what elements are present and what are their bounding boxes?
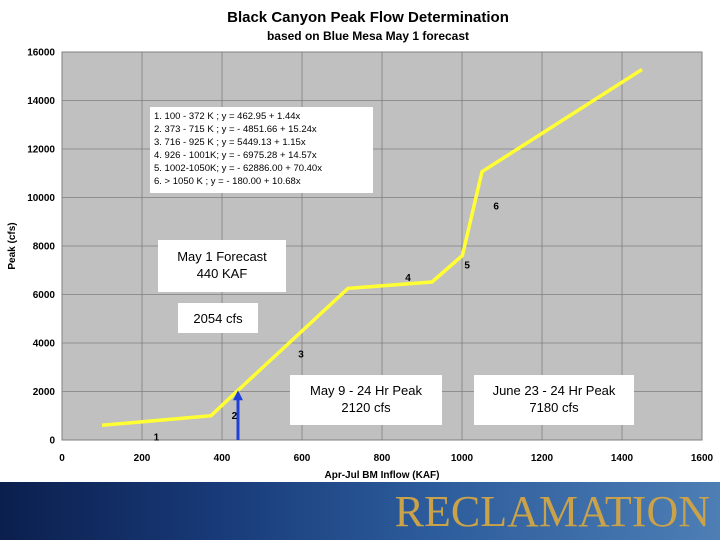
- x-tick-label: 800: [374, 453, 391, 464]
- segment-label-3: 3: [298, 350, 304, 361]
- callout-may1-forecast-line2: 440 KAF: [196, 266, 248, 281]
- x-tick-label: 200: [134, 453, 151, 464]
- y-tick-label: 6000: [33, 290, 56, 301]
- y-tick-label: 8000: [33, 242, 56, 253]
- callout-june23-peak-line2: 7180 cfs: [529, 400, 579, 415]
- segment-labels: 1 2 3 4 5 6: [154, 202, 500, 444]
- equation-6: 6. > 1050 K ; y = - 180.00 + 10.68x: [154, 176, 301, 187]
- equation-2: 2. 373 - 715 K ; y = - 4851.66 + 15.24x: [154, 124, 317, 135]
- equation-box: 1. 100 - 372 K ; y = 462.95 + 1.44x 2. 3…: [150, 107, 373, 193]
- x-axis: 0 200 400 600 800 1000 1200 1400 1600: [59, 453, 713, 464]
- equation-5: 5. 1002-1050K; y = - 62886.00 + 70.40x: [154, 163, 322, 174]
- x-tick-label: 1000: [451, 453, 474, 464]
- y-tick-label: 12000: [27, 145, 55, 156]
- brand-logo-text: RECLAMATION: [394, 487, 710, 536]
- callout-cfs-value: 2054 cfs: [193, 311, 243, 326]
- segment-label-5: 5: [464, 261, 470, 272]
- x-tick-label: 0: [59, 453, 65, 464]
- y-axis-label: Peak (cfs): [7, 222, 18, 269]
- segment-label-1: 1: [154, 433, 160, 444]
- y-tick-label: 2000: [33, 387, 56, 398]
- y-tick-label: 14000: [27, 96, 55, 107]
- x-tick-label: 400: [214, 453, 231, 464]
- y-tick-label: 10000: [27, 193, 55, 204]
- y-tick-label: 0: [49, 436, 55, 447]
- x-tick-label: 1600: [691, 453, 714, 464]
- x-tick-label: 600: [294, 453, 311, 464]
- callout-cfs: 2054 cfs: [178, 303, 258, 333]
- series-line: [101, 68, 643, 428]
- callout-june23-peak-line1: June 23 - 24 Hr Peak: [492, 383, 616, 398]
- callout-may9-peak-line2: 2120 cfs: [341, 400, 391, 415]
- chart-subtitle: based on Blue Mesa May 1 forecast: [267, 29, 469, 43]
- callout-may9-peak: May 9 - 24 Hr Peak 2120 cfs: [290, 375, 442, 425]
- x-tick-label: 1400: [611, 453, 634, 464]
- segment-label-4: 4: [405, 273, 411, 284]
- y-tick-label: 16000: [27, 48, 55, 59]
- x-axis-label: Apr-Jul BM Inflow (KAF): [325, 470, 440, 481]
- y-tick-label: 4000: [33, 339, 56, 350]
- footer-banner: RECLAMATION: [0, 482, 720, 540]
- x-tick-label: 1200: [531, 453, 554, 464]
- equation-4: 4. 926 - 1001K; y = - 6975.28 + 14.57x: [154, 150, 317, 161]
- equation-1: 1. 100 - 372 K ; y = 462.95 + 1.44x: [154, 111, 301, 122]
- callout-may1-forecast-line1: May 1 Forecast: [177, 249, 267, 264]
- segment-label-2: 2: [232, 411, 238, 422]
- callout-may9-peak-line1: May 9 - 24 Hr Peak: [310, 383, 422, 398]
- segment-label-6: 6: [493, 202, 499, 213]
- y-axis: 0 2000 4000 6000 8000 10000 12000 14000 16000: [27, 48, 55, 447]
- callout-june23-peak: June 23 - 24 Hr Peak 7180 cfs: [474, 375, 634, 425]
- forecast-marker-arrowhead: [233, 390, 243, 401]
- chart-title: Black Canyon Peak Flow Determination: [227, 9, 509, 26]
- callout-may1-forecast: May 1 Forecast 440 KAF: [158, 240, 286, 292]
- equation-3: 3. 716 - 925 K ; y = 5449.13 + 1.15x: [154, 137, 306, 148]
